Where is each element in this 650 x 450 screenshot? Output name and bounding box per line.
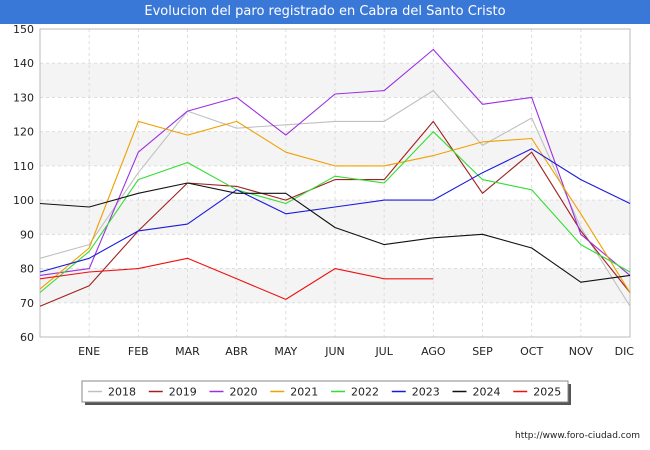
y-tick-label: 140 bbox=[13, 57, 34, 70]
series-line-2025 bbox=[39, 257, 434, 300]
plot-background bbox=[40, 29, 630, 337]
legend-label-2022: 2022 bbox=[351, 386, 379, 399]
legend-label-2023: 2023 bbox=[412, 386, 440, 399]
legend-label-2024: 2024 bbox=[473, 386, 501, 399]
y-tick-label: 110 bbox=[13, 160, 34, 173]
x-tick-label: OCT bbox=[520, 345, 543, 358]
x-tick-label: AGO bbox=[421, 345, 446, 358]
x-tick-label: ABR bbox=[225, 345, 248, 358]
y-tick-label: 90 bbox=[20, 228, 34, 241]
x-tick-label: MAY bbox=[274, 345, 297, 358]
y-tick-label: 70 bbox=[20, 297, 34, 310]
x-tick-label: NOV bbox=[569, 345, 594, 358]
legend-label-2020: 2020 bbox=[230, 386, 258, 399]
plot-band bbox=[40, 131, 630, 166]
x-tick-label: JUN bbox=[324, 345, 345, 358]
series-lines bbox=[39, 48, 631, 307]
y-tick-label: 120 bbox=[13, 126, 34, 139]
legend-label-2021: 2021 bbox=[290, 386, 318, 399]
x-tick-label: DIC bbox=[615, 345, 635, 358]
plot-frame bbox=[39, 28, 631, 338]
legend-label-2018: 2018 bbox=[108, 386, 136, 399]
legend: 2018 2019 2020 2021 2022 2023 2024 2025 bbox=[81, 380, 571, 405]
series-line-2024 bbox=[39, 182, 631, 283]
x-tick-label: MAR bbox=[175, 345, 200, 358]
series-line-2020 bbox=[39, 48, 631, 276]
series-line-2023 bbox=[39, 148, 631, 273]
x-tick-label: ENE bbox=[78, 345, 100, 358]
x-tick-label: JUL bbox=[374, 345, 393, 358]
legend-label-2019: 2019 bbox=[169, 386, 197, 399]
series-line-2022 bbox=[39, 131, 631, 293]
y-tick-label: 60 bbox=[20, 331, 34, 344]
x-tick-label: SEP bbox=[472, 345, 493, 358]
legend-box bbox=[81, 380, 569, 403]
series-line-2018 bbox=[39, 90, 631, 307]
x-tick-label: FEB bbox=[128, 345, 149, 358]
y-tick-label: 150 bbox=[13, 23, 34, 36]
x-axis-ticks: ENE FEB MAR ABR MAY JUN JUL AGO SEP OCT NOV DIC bbox=[78, 345, 634, 358]
chart-title: Evolucion del paro registrado en Cabra d… bbox=[0, 0, 650, 24]
y-tick-label: 80 bbox=[20, 263, 34, 276]
y-tick-label: 130 bbox=[13, 91, 34, 104]
legend-label-2025: 2025 bbox=[533, 386, 561, 399]
plot-band bbox=[40, 63, 630, 98]
y-tick-label: 100 bbox=[13, 194, 34, 207]
series-line-2021 bbox=[39, 120, 631, 293]
plot-band bbox=[40, 268, 630, 303]
y-axis-ticks: 60 70 80 90 100 110 120 130 140 150 bbox=[13, 23, 34, 344]
source-url[interactable]: http://www.foro-ciudad.com bbox=[515, 431, 640, 441]
